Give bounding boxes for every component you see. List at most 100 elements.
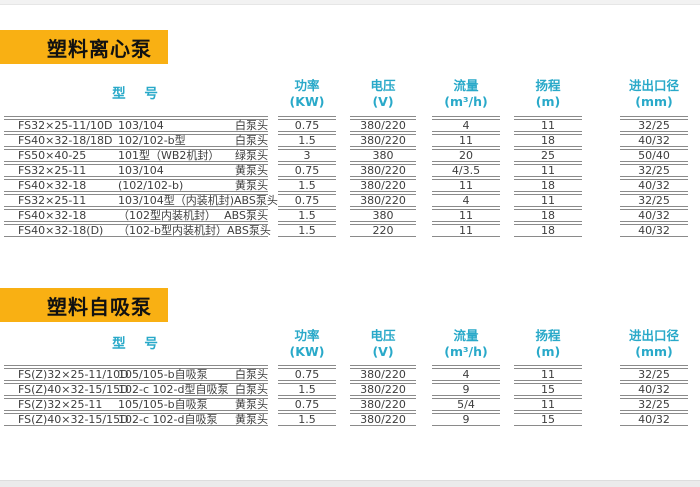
- model-cell: FS(Z)40×32-15/15D 102-c 102-d型自吸泵 白泵头: [4, 383, 268, 396]
- model-type: （102-b型内装机封）: [118, 224, 227, 237]
- table-row: FS(Z)40×32-15/15D 102-c 102-d自吸泵 黄泵头 1.5…: [0, 413, 700, 426]
- power-value: 0.75: [278, 119, 336, 132]
- col-header-model: 型 号: [112, 336, 160, 352]
- model-type: 102-c 102-d自吸泵: [118, 413, 218, 426]
- diameter-value: 40/32: [620, 134, 688, 147]
- flow-value: 4: [432, 194, 500, 207]
- voltage-value: 380/220: [350, 194, 416, 207]
- diameter-value: 40/32: [620, 179, 688, 192]
- voltage-value: 380/220: [350, 398, 416, 411]
- col-header-diameter: 进出口径 (mm): [628, 78, 679, 109]
- model-type: （102型内装机封）: [118, 209, 216, 222]
- diameter-value: 32/25: [620, 398, 688, 411]
- head-value: 18: [514, 209, 582, 222]
- model-cell: FS(Z)32×25-11 105/105-b自吸泵 黄泵头: [4, 398, 268, 411]
- model-code: FS40×32-18(D): [18, 224, 104, 237]
- head-value: 18: [514, 134, 582, 147]
- model-cell: FS(Z)32×25-11/10D 105/105-b自吸泵 白泵头: [4, 368, 268, 381]
- flow-value: 4: [432, 119, 500, 132]
- pump-head-label: 黄泵头: [235, 179, 268, 192]
- diameter-value: 40/32: [620, 224, 688, 237]
- head-value: 11: [514, 368, 582, 381]
- model-type: 105/105-b自吸泵: [118, 368, 208, 381]
- flow-value: 9: [432, 413, 500, 426]
- table-row: FS(Z)32×25-11 105/105-b自吸泵 黄泵头 0.75 380/…: [0, 398, 700, 411]
- pump-head-label: 白泵头: [235, 119, 268, 132]
- model-type: 102/102-b型: [118, 134, 186, 147]
- pump-head-label: ABS泵头: [234, 194, 278, 207]
- head-value: 15: [514, 413, 582, 426]
- model-cell: FS40×32-18 (102/102-b) 黄泵头: [4, 179, 268, 192]
- flow-value: 20: [432, 149, 500, 162]
- diameter-value: 32/25: [620, 368, 688, 381]
- table-body: FS(Z)32×25-11/10D 105/105-b自吸泵 白泵头 0.75 …: [0, 368, 700, 426]
- header-underline: [0, 365, 700, 366]
- voltage-value: 380/220: [350, 179, 416, 192]
- head-value: 25: [514, 149, 582, 162]
- flow-value: 11: [432, 134, 500, 147]
- model-cell: FS40×32-18/18D 102/102-b型 白泵头: [4, 134, 268, 147]
- col-header-power: 功率 (KW): [289, 78, 325, 109]
- col-header-flow: 流量 (m³/h): [444, 78, 488, 109]
- voltage-value: 380: [350, 209, 416, 222]
- table-row: FS40×32-18 (102/102-b) 黄泵头 1.5 380/220 1…: [0, 179, 700, 192]
- model-code: FS40×32-18/18D: [18, 134, 113, 147]
- model-code: FS32×25-11/10D: [18, 119, 113, 132]
- diameter-value: 50/40: [620, 149, 688, 162]
- bottom-divider-strip: [0, 480, 700, 487]
- model-type: 102-c 102-d型自吸泵: [118, 383, 229, 396]
- power-value: 1.5: [278, 383, 336, 396]
- section-title-bar: 塑料自吸泵: [0, 288, 168, 322]
- model-cell: FS40×32-18(D) （102-b型内装机封） ABS泵头: [4, 224, 271, 237]
- pump-head-label: 黄泵头: [235, 164, 268, 177]
- model-code: FS40×32-18: [18, 209, 87, 222]
- head-value: 11: [514, 164, 582, 177]
- model-type: (102/102-b): [118, 179, 184, 192]
- table-row: FS40×32-18(D) （102-b型内装机封） ABS泵头 1.5 220…: [0, 224, 700, 237]
- voltage-value: 380/220: [350, 134, 416, 147]
- head-value: 11: [514, 119, 582, 132]
- flow-value: 5/4: [432, 398, 500, 411]
- voltage-value: 220: [350, 224, 416, 237]
- model-type: 103/104型（内装机封): [118, 194, 234, 207]
- table-row: FS(Z)32×25-11/10D 105/105-b自吸泵 白泵头 0.75 …: [0, 368, 700, 381]
- power-value: 1.5: [278, 209, 336, 222]
- voltage-value: 380: [350, 149, 416, 162]
- diameter-value: 40/32: [620, 383, 688, 396]
- pump-head-label: ABS泵头: [226, 224, 271, 237]
- table-row: FS40×32-18 （102型内装机封） ABS泵头 1.5 380 11 1…: [0, 209, 700, 222]
- col-header-power: 功率 (KW): [289, 328, 325, 359]
- col-header-flow: 流量 (m³/h): [444, 328, 488, 359]
- power-value: 1.5: [278, 179, 336, 192]
- model-code: FS(Z)32×25-11: [18, 398, 103, 411]
- power-value: 1.5: [278, 224, 336, 237]
- model-type: 101型（WB2机封）: [118, 149, 220, 162]
- power-value: 0.75: [278, 398, 336, 411]
- table-row: FS40×32-18/18D 102/102-b型 白泵头 1.5 380/22…: [0, 134, 700, 147]
- col-header-voltage: 电压 (V): [370, 328, 396, 359]
- flow-value: 11: [432, 209, 500, 222]
- col-header-head: 扬程 (m): [535, 78, 561, 109]
- col-header-diameter: 进出口径 (mm): [628, 328, 679, 359]
- power-value: 0.75: [278, 164, 336, 177]
- diameter-value: 40/32: [620, 209, 688, 222]
- model-cell: FS32×25-11 103/104 黄泵头: [4, 164, 268, 177]
- section-self-priming-pump: 塑料自吸泵 型 号 功率 (KW) 电压 (V) 流量 (m³/h) 扬程 (m…: [0, 288, 700, 428]
- model-cell: FS(Z)40×32-15/15D 102-c 102-d自吸泵 黄泵头: [4, 413, 268, 426]
- col-header-head: 扬程 (m): [535, 328, 561, 359]
- power-value: 1.5: [278, 413, 336, 426]
- model-cell: FS32×25-11 103/104型（内装机封) ABS泵头: [4, 194, 278, 207]
- header-underline: [0, 116, 700, 117]
- model-code: FS32×25-11: [18, 194, 87, 207]
- model-code: FS(Z)32×25-11/10D: [18, 368, 129, 381]
- table-body: FS32×25-11/10D 103/104 白泵头 0.75 380/220 …: [0, 119, 700, 237]
- model-cell: FS40×32-18 （102型内装机封） ABS泵头: [4, 209, 268, 222]
- power-value: 3: [278, 149, 336, 162]
- diameter-value: 32/25: [620, 194, 688, 207]
- top-divider-strip: [0, 0, 700, 5]
- table-row: FS50×40-25 101型（WB2机封） 绿泵头 3 380 20 25 5…: [0, 149, 700, 162]
- section-title-bar: 塑料离心泵: [0, 30, 168, 64]
- col-header-voltage: 电压 (V): [370, 78, 396, 109]
- power-value: 0.75: [278, 368, 336, 381]
- head-value: 18: [514, 224, 582, 237]
